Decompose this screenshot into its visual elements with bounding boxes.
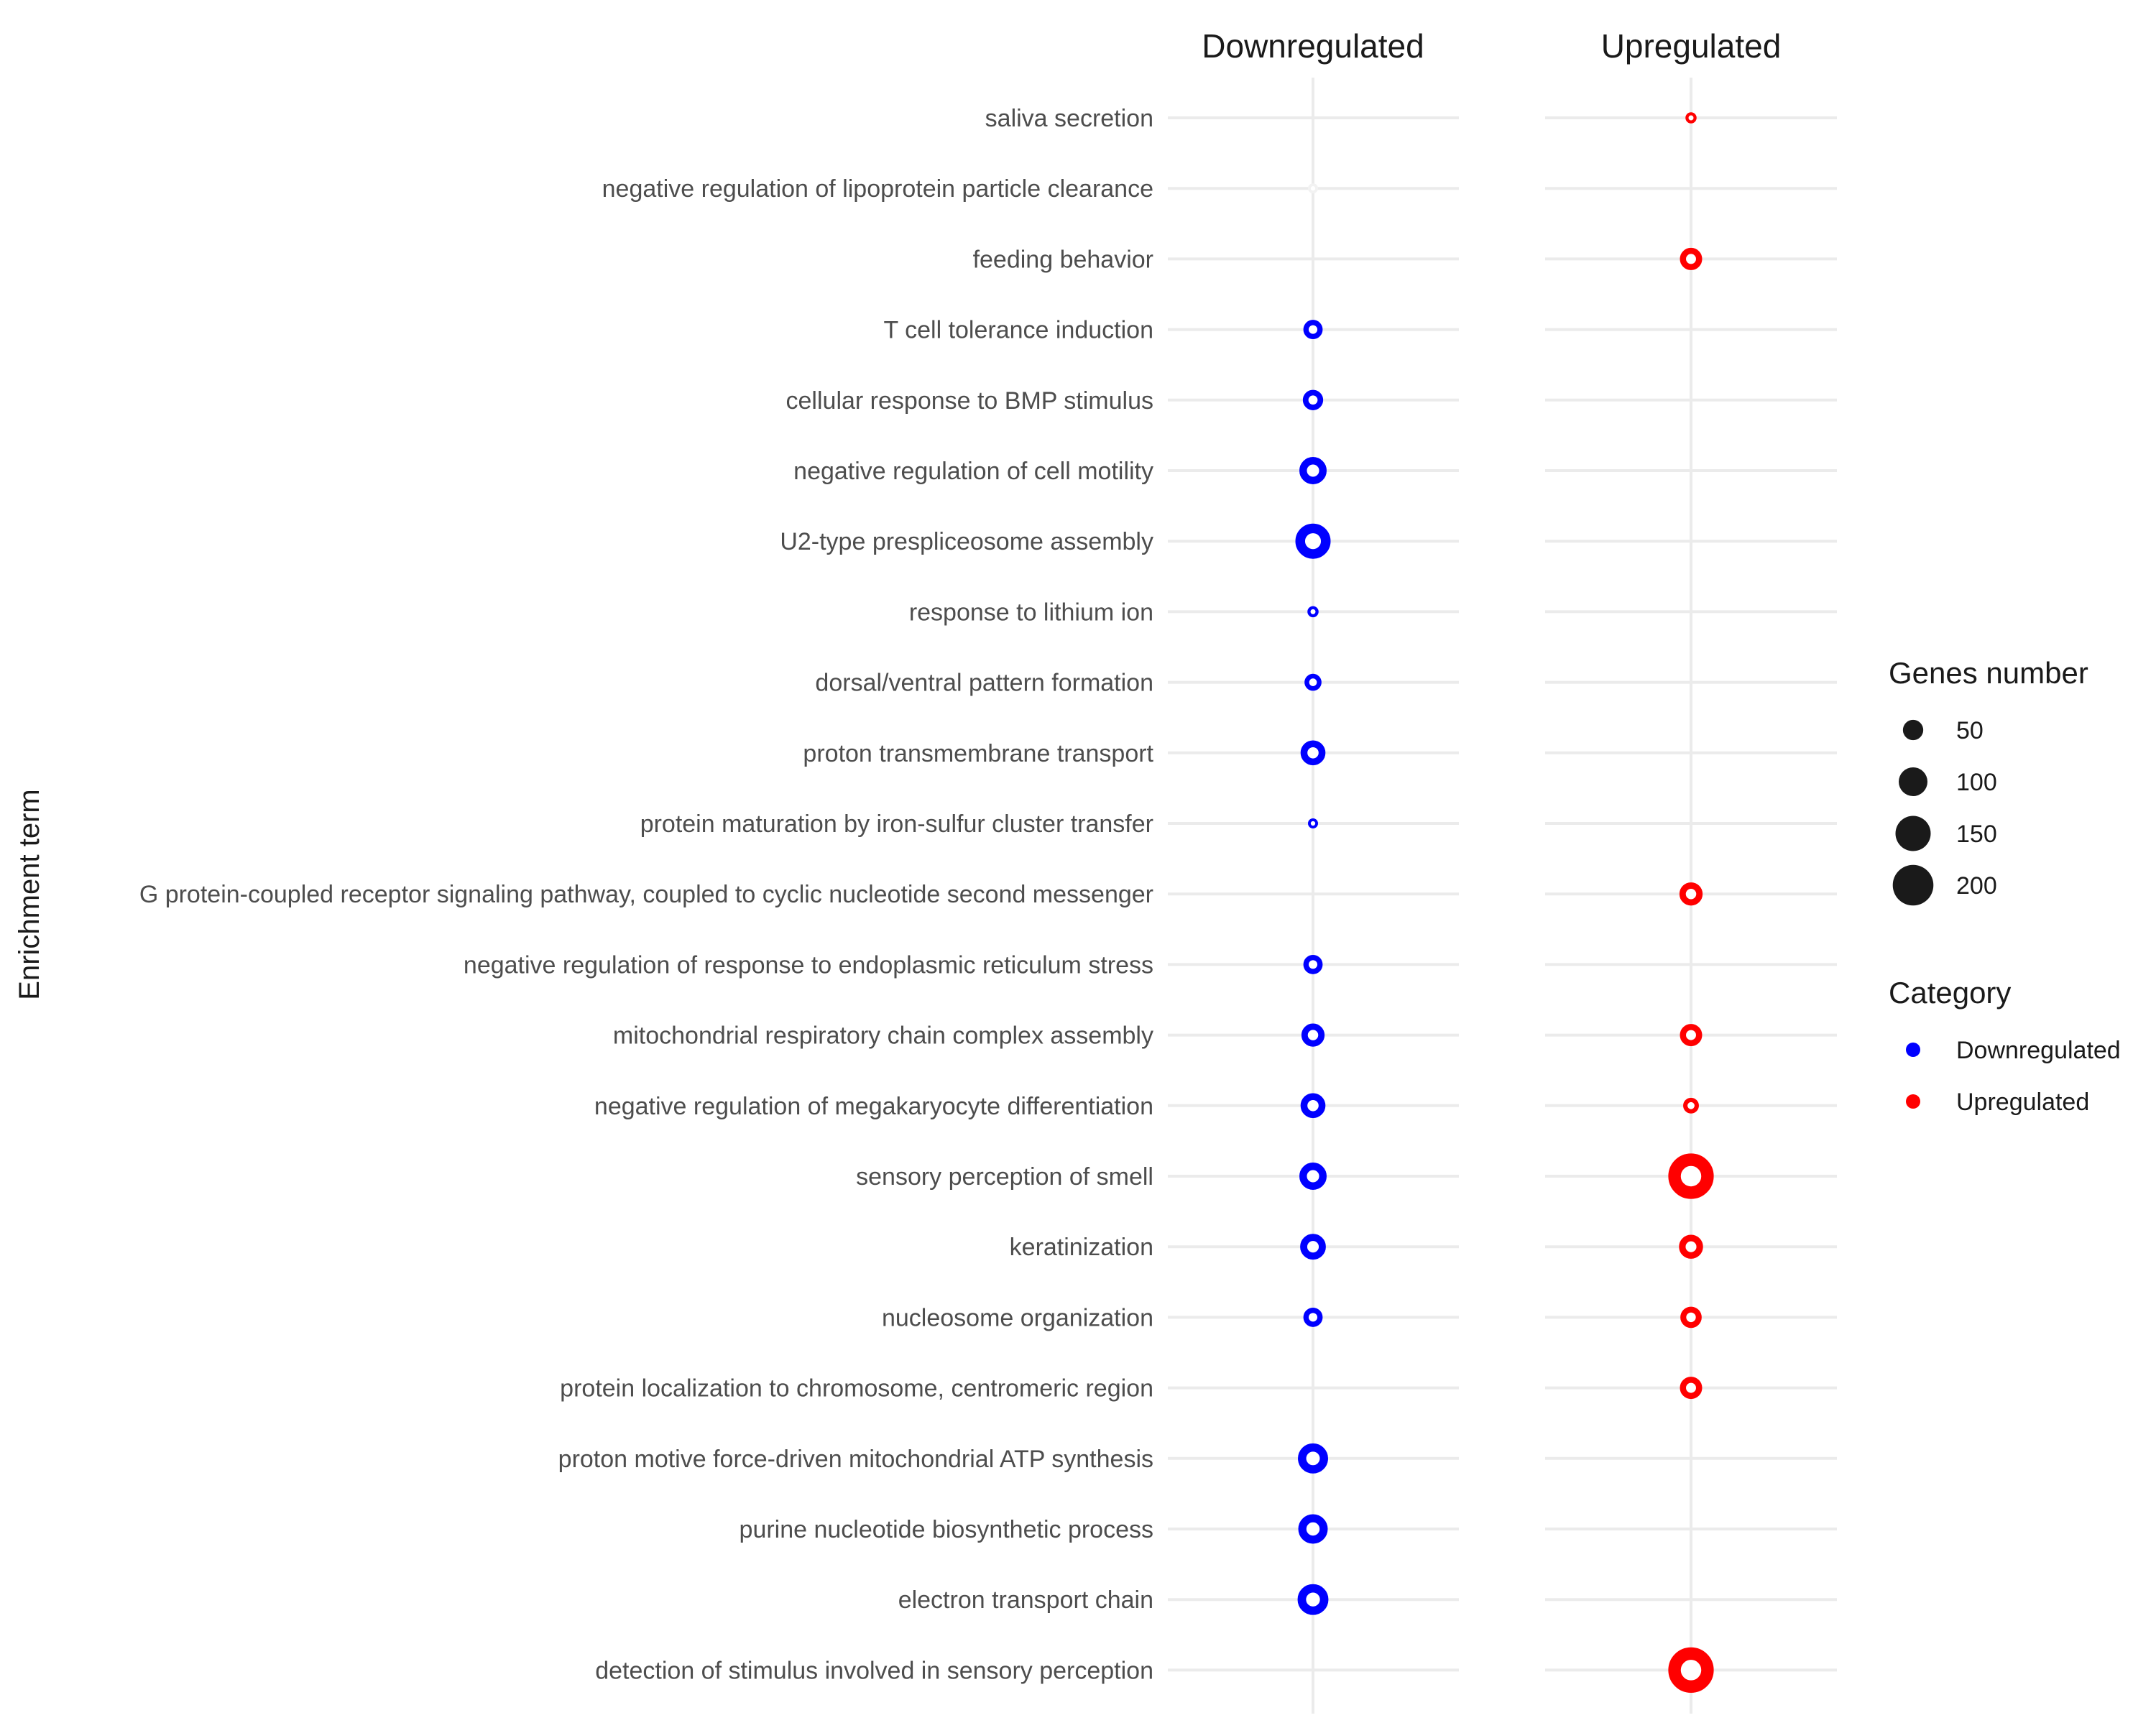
color-legend-label: Downregulated <box>1956 1037 2121 1064</box>
data-point-downregulated <box>1298 1514 1328 1544</box>
data-point-upregulated <box>1668 1153 1714 1199</box>
term-label: negative regulation of response to endop… <box>464 951 1153 979</box>
data-point-downregulated <box>1304 673 1322 691</box>
term-label: proton transmembrane transport <box>803 740 1153 767</box>
term-label: G protein-coupled receptor signaling pat… <box>139 881 1153 908</box>
size-legend-label: 50 <box>1956 717 1984 744</box>
term-label: proton motive force-driven mitochondrial… <box>558 1446 1153 1473</box>
term-label: T cell tolerance induction <box>884 317 1153 344</box>
size-legend-key <box>1899 767 1927 796</box>
data-point-downregulated <box>1307 606 1319 618</box>
data-point-downregulated <box>1299 1163 1327 1190</box>
term-label: purine nucleotide biosynthetic process <box>740 1516 1153 1543</box>
panel-title-downregulated: Downregulated <box>1202 27 1424 65</box>
term-label: U2-type prespliceosome assembly <box>780 528 1153 555</box>
data-point-downregulated <box>1297 1584 1329 1615</box>
term-label: electron transport chain <box>898 1586 1153 1614</box>
size-legend-items: 50 100 150 200 <box>1892 717 1997 906</box>
data-point-downregulated <box>1302 389 1324 410</box>
color-legend-title: Category <box>1889 976 2011 1009</box>
term-label: negative regulation of megakaryocyte dif… <box>594 1093 1153 1120</box>
y-axis-tick-labels: saliva secretion negative regulation of l… <box>139 105 1154 1684</box>
color-legend-label: Upregulated <box>1956 1089 2089 1116</box>
color-legend-items: Downregulated Upregulated <box>1906 1037 2121 1116</box>
color-legend-key <box>1906 1043 1920 1057</box>
term-label: cellular response to BMP stimulus <box>786 387 1153 415</box>
term-label: feeding behavior <box>973 246 1153 273</box>
term-label: keratinization <box>1010 1234 1153 1261</box>
size-legend-label: 100 <box>1956 769 1997 796</box>
grid-layer <box>1168 78 1837 1714</box>
color-legend-key <box>1906 1094 1920 1109</box>
data-point-downregulated <box>1295 523 1331 559</box>
term-label: mitochondrial respiratory chain complex … <box>613 1022 1153 1050</box>
data-point-upregulated <box>1668 1647 1714 1694</box>
size-legend-key <box>1892 864 1934 906</box>
data-point-downregulated <box>1298 1443 1328 1474</box>
data-point-downregulated <box>1308 818 1319 829</box>
term-label: detection of stimulus involved in sensor… <box>595 1657 1153 1684</box>
y-axis-title: Enrichment term <box>14 789 45 999</box>
data-point-downregulated <box>1303 1307 1323 1327</box>
data-point-upregulated <box>1685 112 1697 124</box>
data-point-downregulated <box>1303 954 1323 974</box>
term-label: saliva secretion <box>985 105 1153 132</box>
legend: Genes number Category 50 100 150 200 Downre… <box>1889 656 2121 1116</box>
size-legend-key <box>1895 816 1931 851</box>
data-point-upregulated <box>1680 247 1703 270</box>
data-point-upregulated <box>1680 1024 1703 1047</box>
data-point-downregulated <box>1300 1234 1326 1260</box>
size-legend-label: 200 <box>1956 872 1997 900</box>
data-point-downregulated <box>1299 457 1327 484</box>
data-point-downregulated <box>1300 1093 1326 1119</box>
size-legend-label: 150 <box>1956 821 1997 848</box>
data-point-downregulated <box>1300 740 1326 766</box>
term-label: dorsal/ventral pattern formation <box>815 670 1153 697</box>
term-label: negative regulation of cell motility <box>793 458 1153 485</box>
term-label: protein localization to chromosome, cent… <box>560 1375 1153 1403</box>
term-label: sensory perception of smell <box>856 1163 1153 1191</box>
term-label: negative regulation of lipoprotein parti… <box>602 175 1153 203</box>
data-point-downregulated <box>1301 1023 1325 1047</box>
data-point-downregulated <box>1308 183 1319 194</box>
size-legend-title: Genes number <box>1889 656 2088 690</box>
data-point-upregulated <box>1680 1377 1703 1400</box>
data-point-upregulated <box>1679 1234 1703 1259</box>
panel-titles: Downregulated Upregulated <box>1202 27 1781 65</box>
data-point-downregulated <box>1303 320 1323 340</box>
data-point-upregulated <box>1683 1097 1699 1114</box>
data-point-upregulated <box>1679 882 1703 906</box>
data-points <box>1295 112 1714 1694</box>
term-label: response to lithium ion <box>909 599 1153 626</box>
data-point-upregulated <box>1680 1306 1702 1329</box>
term-label: nucleosome organization <box>882 1304 1153 1331</box>
size-legend-key <box>1902 719 1924 741</box>
panel-title-upregulated: Upregulated <box>1601 27 1782 65</box>
term-label: protein maturation by iron-sulfur cluste… <box>640 810 1153 838</box>
